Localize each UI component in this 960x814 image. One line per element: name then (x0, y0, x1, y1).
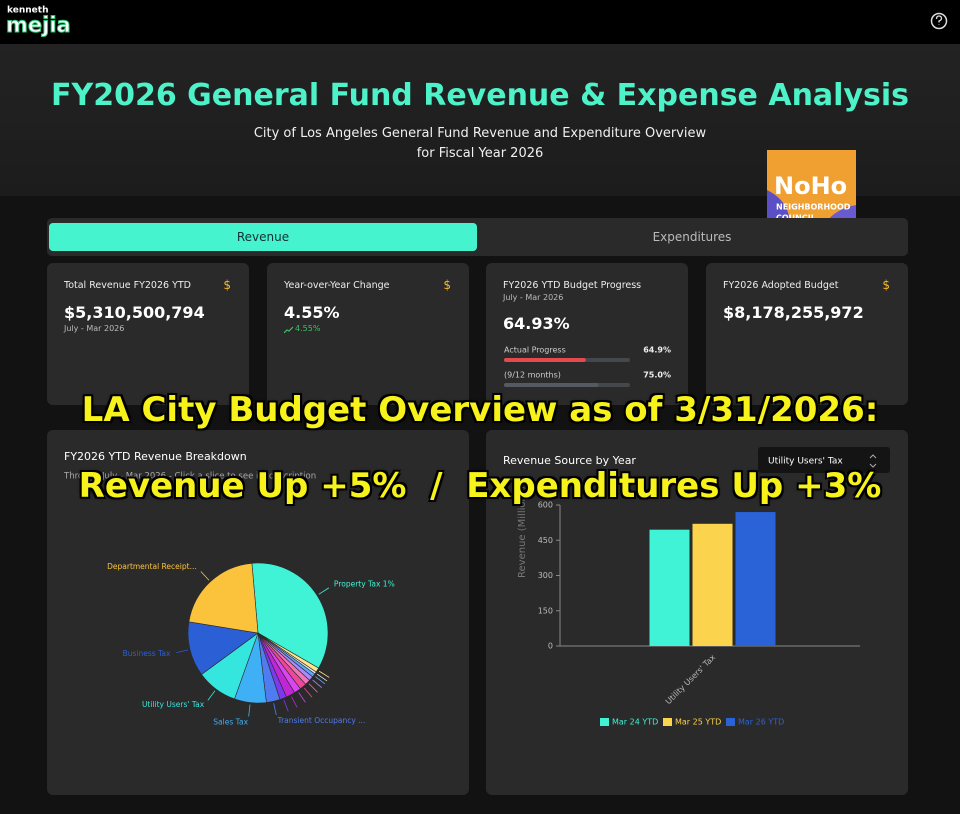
card-title: FY2026 Adopted Budget (723, 280, 839, 291)
logo-main[interactable]: mejia (6, 13, 72, 38)
page-title: FY2026 General Fund Revenue & Expense An… (50, 78, 910, 113)
help-glyph (935, 15, 943, 25)
stat-card: FY2026 YTD Budget Progress July - Mar 202… (486, 263, 688, 405)
overlay-line: Revenue Up +5% / Expenditures Up +3% (78, 466, 882, 506)
dropdown-chevron (869, 454, 877, 468)
legend-label: Mar 26 YTD (738, 718, 784, 727)
bar[interactable] (692, 523, 733, 646)
tab-revenue[interactable]: Revenue (49, 223, 477, 251)
leader-line (273, 703, 277, 716)
leader-line (207, 690, 216, 701)
legend-label: Mar 24 YTD (612, 718, 658, 727)
top-bar: kenneth mejia (0, 0, 960, 44)
progress-label: Actual Progress (504, 346, 566, 355)
leader-line (318, 587, 330, 595)
slice-label: Departmental Receipt... (107, 562, 197, 571)
progress-bar (504, 383, 599, 387)
card-title: FY2026 YTD Budget Progress (503, 280, 642, 291)
y-tick-label: 450 (538, 536, 553, 545)
card-note: July - Mar 2026 (64, 324, 125, 333)
slice-label: Transient Occupancy ... (277, 716, 366, 725)
bar[interactable] (735, 512, 776, 646)
leader-line (200, 571, 210, 581)
chart-subtitle: Through July - Mar 2026 - Click a slice … (63, 472, 316, 482)
y-tick-label: 300 (538, 571, 553, 580)
card-icon: $ (223, 278, 231, 292)
slice-label: Business Tax (123, 649, 171, 658)
progress-label: (9/12 months) (504, 371, 561, 380)
card-note: 4.55% (295, 324, 321, 333)
bar[interactable] (649, 529, 690, 646)
y-tick-label: 0 (548, 642, 553, 651)
dropdown-value: Utility Users' Tax (768, 457, 843, 467)
card-value: $8,178,255,972 (723, 303, 864, 322)
y-tick-label: 150 (538, 606, 553, 615)
card-value: 4.55% (284, 303, 340, 322)
legend-label: Mar 25 YTD (675, 718, 721, 727)
card-title: Total Revenue FY2026 YTD (64, 280, 191, 291)
help-icon[interactable] (930, 12, 948, 30)
card-subtitle: July - Mar 2026 (503, 293, 564, 302)
trend-icon (284, 326, 294, 334)
leader-line (248, 704, 251, 717)
badge-title: NoHo (774, 172, 847, 200)
slice-label: Utility Users' Tax (142, 700, 205, 709)
y-tick-label: 600 (538, 501, 553, 510)
chart-title: FY2026 YTD Revenue Breakdown (64, 450, 247, 463)
leader-line (308, 683, 318, 693)
leader-line (316, 673, 328, 682)
slice-label: Sales Tax (213, 717, 248, 726)
leader-line (315, 676, 326, 685)
card-title: Year-over-Year Change (284, 280, 390, 291)
leader-line (318, 670, 330, 678)
card-icon: $ (443, 278, 451, 292)
legend-swatch (726, 718, 735, 726)
logo-small: kenneth (7, 6, 48, 16)
dropdown[interactable] (758, 447, 890, 473)
pie-slice[interactable] (188, 562, 259, 634)
chart-title: Revenue Source by Year (503, 454, 636, 467)
overlay-line: LA City Budget Overview as of 3/31/2026: (81, 390, 879, 430)
y-axis-label: Revenue (Millions) (517, 486, 528, 578)
leader-line (304, 687, 313, 698)
stat-card: Total Revenue FY2026 YTD $ $5,310,500,794 J… (47, 263, 249, 405)
card-value: 64.93% (503, 314, 570, 333)
badge-line: NEIGHBORHOOD (776, 203, 851, 212)
pie-slice[interactable] (251, 562, 329, 669)
card-value: $5,310,500,794 (64, 303, 205, 322)
leader-line (312, 679, 322, 689)
stat-card: FY2026 Adopted Budget $ $8,178,255,972 (706, 263, 908, 405)
card-icon: $ (882, 278, 890, 292)
top-bar-art: kenneth mejia (6, 6, 948, 38)
tab-expenditures[interactable]: Expenditures (652, 230, 732, 244)
leader-line (283, 700, 289, 712)
progress-bar (504, 358, 586, 362)
progress-value: 64.9% (643, 346, 671, 355)
slice-label: Property Tax 1% (334, 580, 395, 589)
page-subtitle: City of Los Angeles General Fund Revenue… (253, 126, 707, 161)
leader-line (291, 696, 298, 708)
stat-card: Year-over-Year Change $4.55% 4.55% (267, 263, 469, 405)
leader-line (176, 649, 189, 654)
legend-swatch (600, 718, 609, 726)
tab-bar: Revenue Expenditures (47, 218, 908, 256)
x-tick-label: Utility Users' Tax (664, 653, 718, 707)
trend-line (284, 326, 294, 334)
progress-value: 75.0% (643, 371, 671, 380)
progress: Actual Progress 64.9% (9/12 months) 75.0% (504, 346, 671, 387)
leader-line (298, 692, 306, 703)
legend-swatch (663, 718, 672, 726)
